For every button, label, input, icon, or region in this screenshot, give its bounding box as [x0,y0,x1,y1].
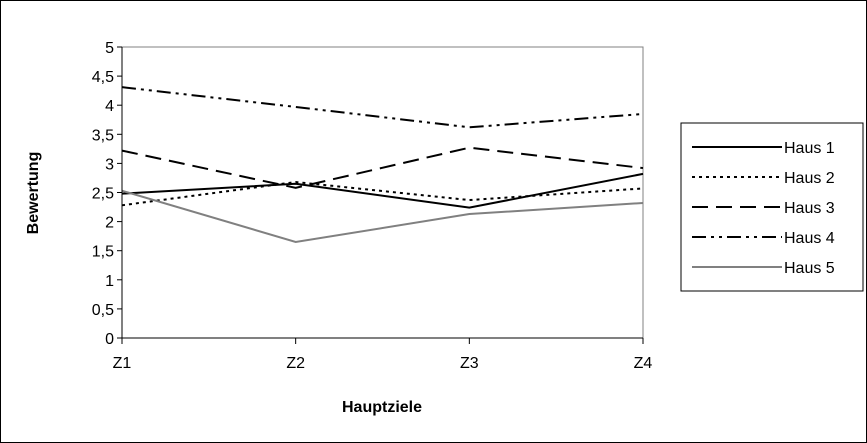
y-tick-label: 2 [105,215,114,232]
legend-label: Haus 3 [784,200,835,217]
y-tick-label: 0,5 [92,302,114,319]
x-tick-label: Z2 [286,355,305,372]
legend-label: Haus 2 [784,170,835,187]
x-axis-title: Hauptziele [342,399,422,416]
y-axis-title: Bewertung [25,152,42,235]
legend-label: Haus 1 [784,140,835,157]
y-tick-label: 4 [105,98,114,115]
x-tick-label: Z3 [460,355,479,372]
series-line-5 [121,189,644,243]
y-tick-label: 3 [105,156,114,173]
series-line-1 [121,172,644,209]
y-tick-label: 2,5 [92,186,114,203]
x-axis-ticks: Z1 Z2 Z3 Z4 [113,338,653,372]
y-tick-label: 5 [105,40,114,57]
legend: Haus 1 Haus 2 Haus 3 Haus 4 Haus 5 [692,140,835,277]
plot-area [121,46,644,339]
series-line-2 [121,181,644,207]
x-tick-label: Z4 [634,355,653,372]
y-tick-label: 1,5 [92,244,114,261]
y-tick-label: 1 [105,273,114,290]
y-tick-label: 3,5 [92,127,114,144]
series-lines [121,86,644,243]
x-tick-label: Z1 [113,355,132,372]
legend-label: Haus 5 [784,260,835,277]
y-axis-ticks: 0 0,5 1 1,5 2 2,5 3 3,5 4 4,5 5 [92,40,122,348]
y-tick-label: 4,5 [92,69,114,86]
series-line-3 [121,146,644,189]
y-tick-label: 0 [105,331,114,348]
legend-label: Haus 4 [784,230,835,247]
